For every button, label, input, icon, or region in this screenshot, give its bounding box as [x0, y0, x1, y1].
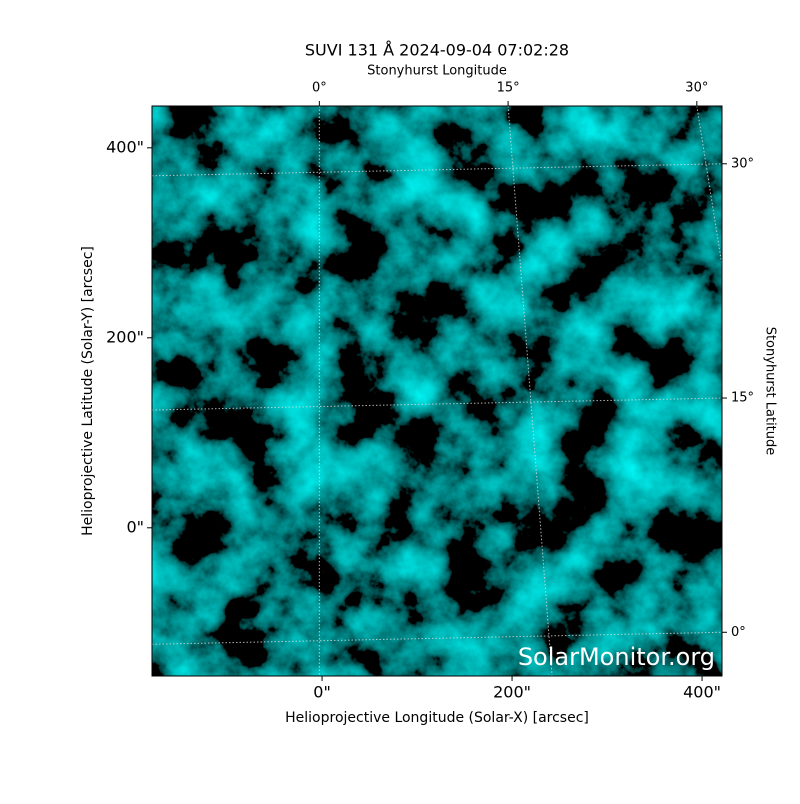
x2-tick-label: 0° [312, 81, 327, 96]
frame [151, 105, 723, 677]
solar-image [152, 106, 722, 676]
y2-axis-label: Stonyhurst Latitude [763, 327, 778, 456]
grid-line [151, 163, 723, 177]
grid-line [507, 105, 553, 677]
y2-tick-label: 30° [731, 156, 754, 171]
y-tick-label: 200" [106, 327, 144, 346]
y2-tick-label: 0° [731, 625, 746, 640]
y2-tick-label: 15° [731, 391, 754, 406]
x2-axis-label: Stonyhurst Longitude [367, 64, 507, 79]
x-axis-label: Helioprojective Longitude (Solar-X) [arc… [285, 710, 589, 726]
x-tick-label: 400" [683, 683, 721, 702]
grid-line [151, 631, 723, 645]
x2-tick-label: 15° [497, 81, 520, 96]
x2-tick-label: 30° [685, 81, 708, 96]
x-tick-label: 200" [493, 683, 531, 702]
watermark: SolarMonitor.org [518, 643, 715, 671]
y-tick-label: 0" [126, 517, 144, 536]
grid-line [696, 105, 723, 266]
chart-title: SUVI 131 Å 2024-09-04 07:02:28 [305, 41, 569, 60]
y-axis-label: Helioprojective Latitude (Solar-Y) [arcs… [80, 246, 96, 536]
grid-line [151, 397, 723, 411]
x-tick-label: 0" [313, 683, 331, 702]
y-tick-label: 400" [106, 137, 144, 156]
